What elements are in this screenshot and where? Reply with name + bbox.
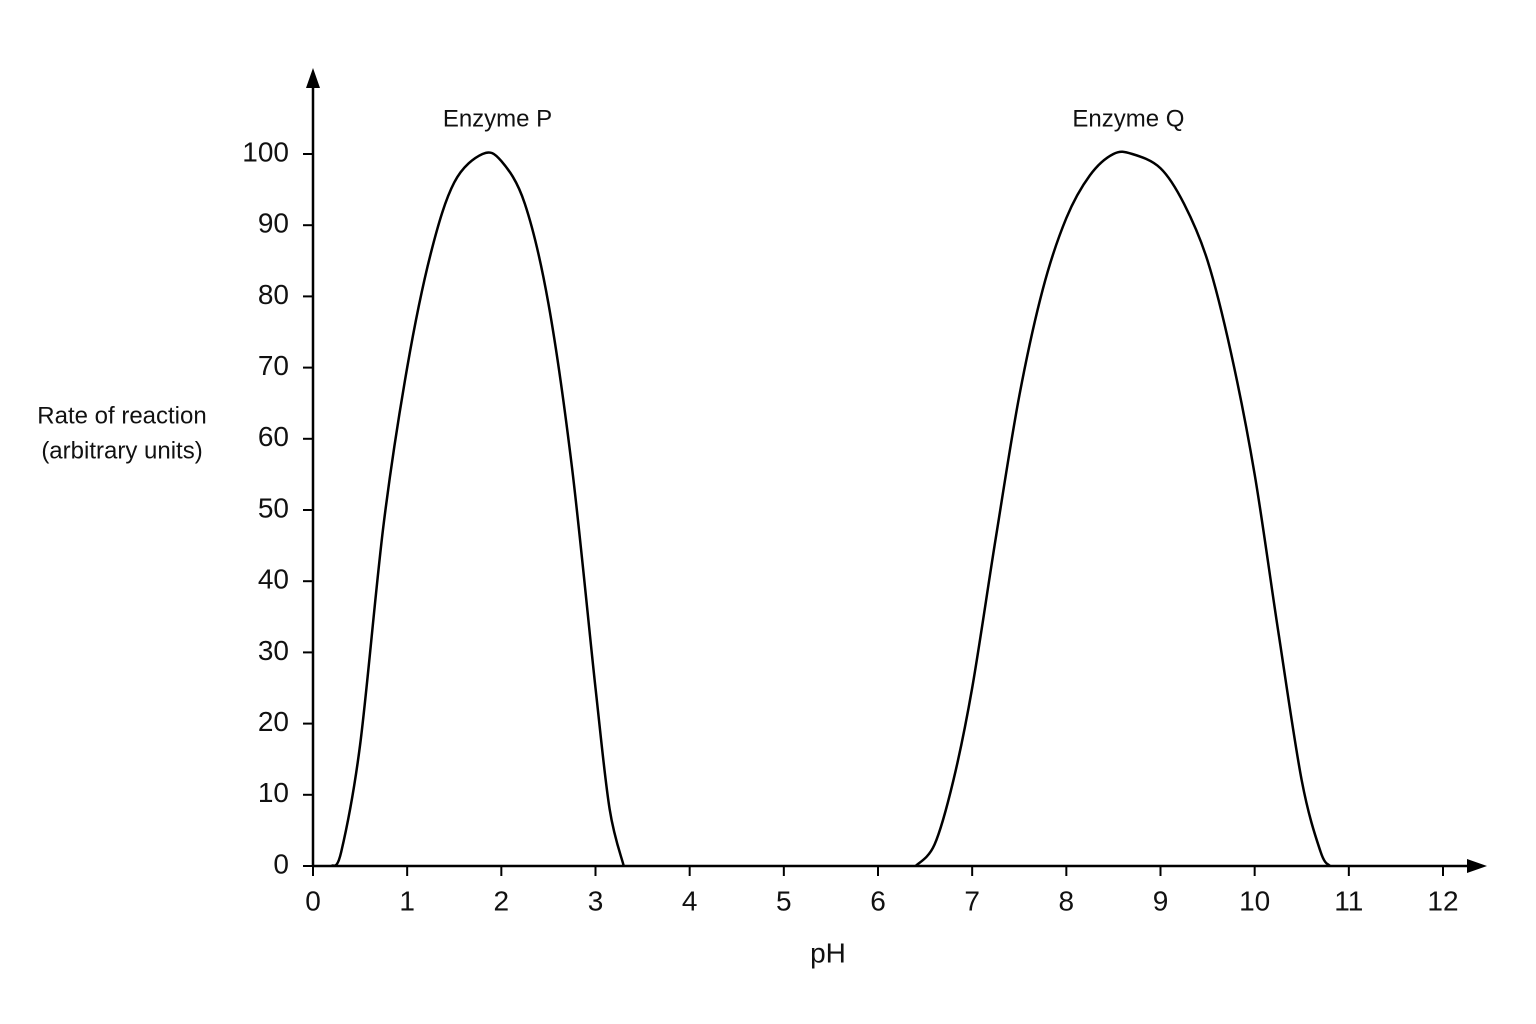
x-tick-label: 7	[964, 885, 980, 916]
x-tick-label: 9	[1153, 885, 1169, 916]
x-axis-arrow	[1467, 859, 1487, 873]
x-axis-label: pH	[810, 937, 846, 968]
x-tick-label: 12	[1427, 885, 1458, 916]
x-tick-label: 6	[870, 885, 886, 916]
line	[330, 151, 625, 868]
y-tick-label: 50	[258, 492, 289, 523]
x-tick-label: 11	[1334, 885, 1363, 916]
x-tick-label: 4	[682, 885, 698, 916]
x-tick-label: 5	[776, 885, 792, 916]
y-axis-label: Rate of reaction	[37, 402, 206, 429]
y-axis-label: (arbitrary units)	[41, 437, 202, 464]
y-tick-label: 20	[258, 706, 289, 737]
y-tick-label: 100	[242, 136, 289, 167]
line	[914, 150, 1332, 867]
y-tick-label: 30	[258, 635, 289, 666]
series-label: Enzyme Q	[1072, 105, 1184, 132]
y-tick-label: 70	[258, 350, 289, 381]
y-tick-label: 0	[273, 848, 289, 879]
x-tick-label: 10	[1239, 885, 1270, 916]
x-tick-label: 1	[399, 885, 415, 916]
y-axis-arrow	[306, 68, 320, 88]
x-tick-label: 0	[305, 885, 321, 916]
x-tick-label: 2	[494, 885, 510, 916]
x-tick-label: 8	[1059, 885, 1075, 916]
y-tick-label: 60	[258, 421, 289, 452]
y-tick-label: 40	[258, 564, 289, 595]
series-label: Enzyme P	[443, 105, 552, 132]
x-tick-label: 3	[588, 885, 604, 916]
y-tick-label: 10	[258, 777, 289, 808]
y-tick-label: 90	[258, 208, 289, 239]
y-tick-label: 80	[258, 279, 289, 310]
